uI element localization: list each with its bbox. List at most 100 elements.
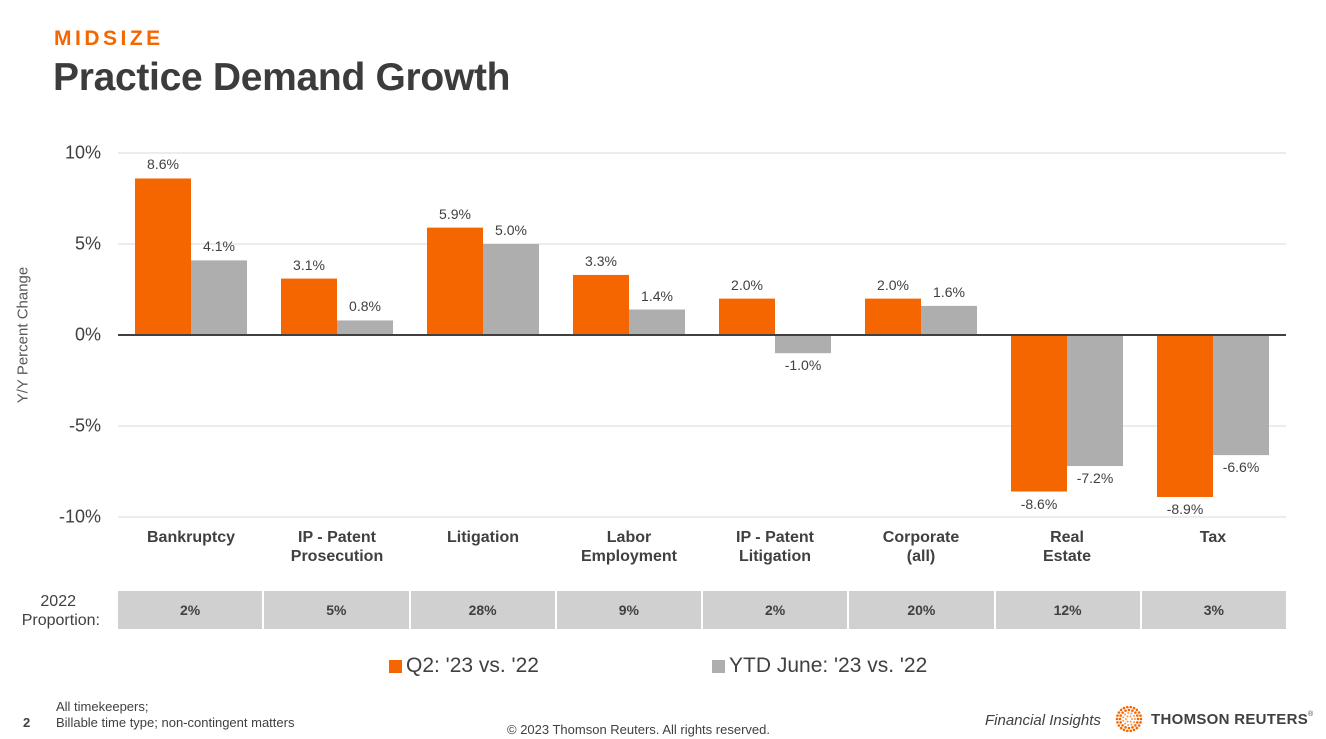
logo-dot — [1129, 715, 1132, 718]
thomson-reuters-logo-icon — [1115, 705, 1143, 733]
logo-dot — [1121, 711, 1124, 714]
logo-dot — [1132, 728, 1136, 732]
logo-dot — [1139, 714, 1142, 717]
bar-q2-tax — [1157, 335, 1213, 497]
footnote: All timekeepers; Billable time type; non… — [56, 699, 294, 731]
logo-dot — [1134, 718, 1136, 720]
logo-dot — [1130, 723, 1133, 726]
proportion-cell-corporate-all: 20% — [849, 591, 996, 629]
logo-dot — [1136, 717, 1140, 721]
logo-dot — [1135, 708, 1139, 712]
gridlines — [118, 152, 1286, 518]
data-label-q2-tax: -8.9% — [1166, 500, 1204, 517]
proportion-cell-ip-patent-prosecution: 5% — [264, 591, 411, 629]
legend-swatch-ytd — [712, 659, 725, 673]
legend-label-ytd: YTD June: '23 vs. '22 — [729, 654, 928, 677]
logo-dot — [1139, 717, 1143, 721]
logo-dot — [1137, 724, 1141, 727]
bar-q2-labor-employment — [573, 274, 629, 335]
logo-dot — [1125, 729, 1129, 733]
data-label-q2-ip-patent-prosecution: 3.1% — [293, 256, 325, 273]
legend-item-ytd: YTD June: '23 vs. '22 — [712, 654, 927, 678]
category-label-litigation: Litigation — [447, 529, 519, 546]
bar-ytd-real-estate — [1067, 335, 1123, 467]
logo-dot — [1131, 709, 1134, 712]
proportion-cell-ip-patent-litigation: 2% — [703, 591, 850, 629]
logo-dot — [1139, 721, 1142, 724]
section-label: Financial Insights — [985, 712, 1101, 729]
logo-dot — [1121, 724, 1124, 727]
category-label-labor-employment: Labor Employment — [580, 529, 677, 565]
logo-dot — [1136, 721, 1139, 724]
data-label-ytd-ip-patent-litigation: -1.0% — [784, 357, 822, 374]
data-label-ytd-tax: -6.6% — [1222, 459, 1260, 476]
proportion-table: 2% 5% 28% 9% 2% 20% 12% 3% — [118, 591, 1286, 629]
category-label-tax: Tax — [1199, 529, 1227, 546]
logo-dot — [1134, 724, 1137, 727]
brand-logo: THOMSON REUTERS® — [1115, 705, 1313, 733]
logo-dot — [1130, 712, 1133, 715]
logo-dot — [1124, 709, 1127, 712]
proportion-cell-litigation: 28% — [410, 591, 557, 629]
category-label-ip-patent-litigation: IP - Patent Litigation — [736, 529, 814, 565]
brand-name: THOMSON REUTERS® — [1151, 711, 1313, 728]
logo-dot — [1117, 724, 1121, 727]
logo-dot — [1127, 708, 1131, 712]
bar-ytd-tax — [1213, 335, 1269, 456]
data-label-ytd-litigation: 5.0% — [495, 222, 527, 238]
bars — [135, 178, 1269, 497]
logo-dot — [1125, 705, 1129, 709]
proportion-label-year: 2022 — [40, 593, 76, 610]
logo-dot — [1122, 706, 1126, 710]
y-tick-label: 10% — [64, 142, 101, 163]
bar-q2-bankruptcy — [135, 178, 191, 335]
logo-dot — [1127, 723, 1130, 726]
logo-dot — [1131, 718, 1133, 720]
page-number: 2 — [23, 715, 31, 730]
y-tick-label: 5% — [74, 233, 101, 254]
legend-swatch-q2 — [389, 659, 402, 673]
bar-q2-corporate-all — [865, 298, 921, 335]
logo-dot — [1134, 711, 1137, 714]
logo-dot — [1116, 714, 1119, 717]
registered-mark: ® — [1308, 710, 1314, 718]
proportion-label: 2022 Proportion: — [0, 592, 100, 630]
logo-dot — [1119, 721, 1122, 724]
logo-dot — [1131, 726, 1134, 729]
logo-dot — [1127, 712, 1130, 715]
logo-dot — [1137, 711, 1141, 714]
data-label-q2-corporate-all: 2.0% — [877, 276, 909, 293]
logo-dot — [1136, 714, 1139, 717]
logo-dot — [1133, 714, 1136, 717]
logo-dot — [1119, 714, 1122, 717]
logo-dot — [1129, 720, 1132, 723]
proportion-label-text: Proportion: — [21, 612, 100, 629]
bar-q2-litigation — [427, 227, 483, 335]
data-label-q2-ip-patent-litigation: 2.0% — [731, 276, 763, 293]
legend-label-q2: Q2: '23 vs. '22 — [406, 654, 539, 677]
data-label-ytd-ip-patent-prosecution: 0.8% — [349, 298, 381, 315]
bar-q2-real-estate — [1011, 335, 1067, 492]
logo-dot — [1122, 728, 1126, 732]
logo-dot — [1127, 726, 1131, 730]
brand-name-text: THOMSON REUTERS — [1151, 710, 1309, 728]
logo-dot — [1115, 717, 1119, 721]
y-tick-label: -5% — [68, 415, 101, 436]
logo-dot — [1129, 705, 1133, 709]
logo-dot — [1118, 717, 1122, 721]
bar-ytd-bankruptcy — [191, 260, 247, 335]
logo-dot — [1126, 715, 1129, 718]
y-tick-label: -10% — [58, 506, 101, 527]
logo-dot — [1126, 720, 1129, 723]
data-label-ytd-labor-employment: 1.4% — [641, 287, 673, 304]
legend-item-q2: Q2: '23 vs. '22 — [389, 654, 539, 678]
logo-dot — [1132, 706, 1136, 710]
logo-dot — [1135, 726, 1139, 730]
logo-dot — [1117, 711, 1121, 714]
logo-dot — [1124, 722, 1127, 725]
data-label-q2-litigation: 5.9% — [439, 205, 471, 222]
data-label-ytd-bankruptcy: 4.1% — [203, 238, 235, 255]
bar-q2-ip-patent-prosecution — [281, 278, 337, 335]
copyright: © 2023 Thomson Reuters. All rights reser… — [507, 722, 770, 737]
bar-ytd-litigation — [483, 244, 539, 335]
